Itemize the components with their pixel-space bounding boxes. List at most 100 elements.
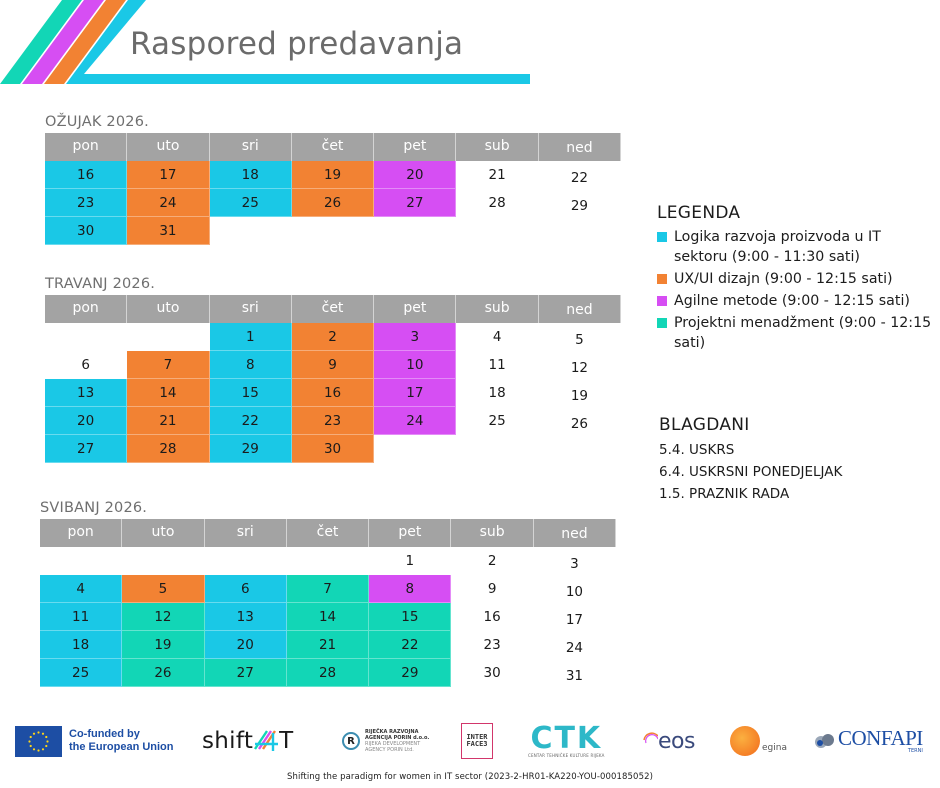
weekday-header: sub <box>456 133 539 161</box>
weekday-header: pet <box>374 295 457 323</box>
porin-line-4: AGENCY PORIN Ltd. <box>365 747 414 753</box>
month-title: OŽUJAK 2026. <box>45 114 149 130</box>
holidays: BLAGDANI 5.4. USKRS 6.4. USKRSNI PONEDJE… <box>659 415 929 505</box>
porin-mark-icon: R <box>342 732 360 750</box>
weekday-header: sub <box>451 519 534 547</box>
weekday-header: ned <box>538 133 622 161</box>
interface-line-2: FACE3 <box>466 740 488 748</box>
confapi-icon <box>815 734 834 748</box>
empty-day-cell <box>40 547 122 575</box>
interface3-logo: INTER FACE3 <box>461 718 493 764</box>
empty-day-cell <box>374 217 456 245</box>
weekday-header: uto <box>122 519 205 547</box>
day-cell: 12 <box>122 603 205 631</box>
day-cell: 19 <box>570 388 589 404</box>
weekday-header: čet <box>286 519 370 547</box>
day-cell: 21 <box>286 631 370 659</box>
day-cell: 23 <box>483 637 501 653</box>
weekday-header: pon <box>45 133 128 161</box>
day-cell: 7 <box>127 351 210 379</box>
day-cell: 6 <box>204 575 287 603</box>
day-cell: 17 <box>565 612 584 628</box>
day-cell: 31 <box>127 217 210 245</box>
weekday-header: sri <box>204 519 287 547</box>
weekday-header: pon <box>40 519 123 547</box>
day-cell: 10 <box>374 351 457 379</box>
day-cell: 14 <box>127 379 210 407</box>
weekday-header: sri <box>209 295 292 323</box>
day-cell: 22 <box>209 407 292 435</box>
ctk-letters: CTK <box>530 720 603 756</box>
eos-arc-icon <box>643 732 658 744</box>
day-cell: 30 <box>291 435 375 463</box>
day-cell: 29 <box>369 659 452 687</box>
day-cell: 24 <box>127 189 210 217</box>
ctk-logo: CTK CENTAR TEHNIČKE KULTURE RIJEKA <box>528 718 605 764</box>
day-cell: 1 <box>405 553 415 569</box>
confapi-text: CONFAPI <box>838 726 923 750</box>
eu-line-1: Co-funded by <box>69 728 140 740</box>
day-cell: 3 <box>570 556 579 572</box>
day-cell: 25 <box>40 659 123 687</box>
day-cell: 2 <box>291 323 375 351</box>
calendar-grid: pon uto sri čet pet sub ned 16 17 18 19 20 21 22 23 24 2… <box>45 133 622 245</box>
day-cell: 27 <box>204 659 287 687</box>
day-cell: 23 <box>291 407 375 435</box>
month-title: TRAVANJ 2026. <box>45 276 156 292</box>
egina-text: egina <box>762 743 787 753</box>
confapi-subtitle: TERNI <box>907 748 923 754</box>
calendar-march: OŽUJAK 2026. pon uto sri čet pet sub ned 16 17 18… <box>45 113 622 245</box>
day-cell: 28 <box>488 195 506 211</box>
legend-label: Projektni menadžment (9:00 - 12:15 sati) <box>674 315 932 351</box>
empty-day-cell <box>127 323 209 351</box>
day-cell: 16 <box>291 379 375 407</box>
calendar-grid: pon uto sri čet pet sub ned 1 2 3 4 5 6 7 8 9 10 11 12 13 14… <box>40 519 617 687</box>
egina-logo: egina <box>730 718 787 764</box>
ctk-block: CTK CENTAR TEHNIČKE KULTURE RIJEKA <box>528 720 605 758</box>
eu-flag-icon <box>15 725 62 757</box>
legend-swatch-icon <box>657 318 667 328</box>
day-cell: 25 <box>488 413 506 429</box>
legend-swatch-icon <box>657 232 667 242</box>
day-cell: 8 <box>369 575 452 603</box>
day-cell: 27 <box>374 189 457 217</box>
legend-item-ux: UX/UI dizajn (9:00 - 12:15 sati) <box>657 269 932 289</box>
stripe-magenta <box>22 0 104 84</box>
day-cell: 15 <box>369 603 452 631</box>
day-cell: 16 <box>45 161 128 189</box>
eu-line-2: the European Union <box>69 741 174 753</box>
day-cell: 20 <box>374 161 457 189</box>
day-cell: 21 <box>127 407 210 435</box>
empty-day-cell <box>374 435 456 463</box>
empty-day-cell <box>539 435 621 463</box>
day-cell: 24 <box>374 407 457 435</box>
day-cell: 20 <box>204 631 287 659</box>
day-cell: 5 <box>575 332 584 348</box>
empty-day-cell <box>122 547 204 575</box>
day-cell: 28 <box>127 435 210 463</box>
empty-day-cell <box>539 217 621 245</box>
egina-circle-icon <box>730 726 760 756</box>
weekday-header: sri <box>209 133 292 161</box>
calendar-may: SVIBANJ 2026. pon uto sri čet pet sub ned 1 2 3 4 5… <box>40 499 617 687</box>
legend-label: UX/UI dizajn (9:00 - 12:15 sati) <box>674 271 893 287</box>
empty-day-cell <box>456 435 538 463</box>
holiday-item: 1.5. PRAZNIK RADA <box>659 486 790 502</box>
day-cell: 25 <box>209 189 292 217</box>
holiday-item: 5.4. USKRS <box>659 442 735 458</box>
eu-text: Co-funded by the European Union <box>69 728 174 754</box>
shift-suffix: T <box>279 728 294 754</box>
legend-swatch-icon <box>657 274 667 284</box>
weekday-header: ned <box>538 295 622 323</box>
legend-label: Logika razvoja proizvoda u IT sektoru (9… <box>674 229 881 265</box>
porin-line-1: RIJEČKA RAZVOJNA <box>365 729 419 735</box>
day-cell: 18 <box>209 161 292 189</box>
day-cell: 24 <box>565 640 584 656</box>
weekday-header: ned <box>533 519 617 547</box>
header-stripes-decoration <box>0 0 530 84</box>
weekday-header: sub <box>456 295 539 323</box>
shift4it-logo: shift T <box>202 718 294 764</box>
day-cell: 11 <box>488 357 506 373</box>
footer-logos: Co-funded by the European Union shift T … <box>0 718 940 766</box>
day-cell: 27 <box>45 435 128 463</box>
